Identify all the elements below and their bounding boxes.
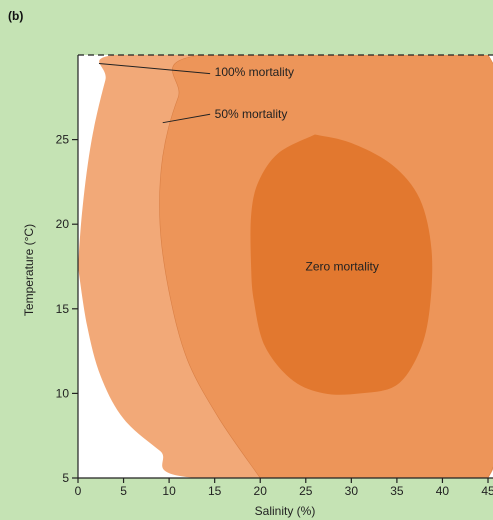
x-tick-label: 5 [120, 484, 127, 498]
annotation-label: Zero mortality [306, 260, 379, 274]
x-tick-label: 0 [75, 484, 82, 498]
y-tick-label: 5 [62, 471, 69, 485]
x-tick-label: 20 [254, 484, 268, 498]
annotation-label: 50% mortality [215, 107, 288, 121]
y-tick-label: 10 [56, 386, 70, 400]
y-tick-label: 20 [56, 217, 70, 231]
annotation-leader-line [162, 113, 211, 124]
y-tick-label: 15 [56, 302, 70, 316]
x-tick-label: 45 [481, 484, 493, 498]
region-zero-mortality [250, 134, 433, 395]
panel-label: (b) [8, 9, 23, 23]
annotation-label: 100% mortality [215, 65, 294, 79]
annotation-leader-line [98, 62, 211, 75]
x-tick-label: 30 [345, 484, 359, 498]
annotations: 100% mortality 50% mortality Zero mortalit… [98, 62, 379, 274]
x-axis-label: Salinity (%) [255, 504, 316, 518]
y-tick-label: 25 [56, 133, 70, 147]
x-tick-label: 15 [208, 484, 222, 498]
y-axis-label: Temperature (°C) [22, 224, 36, 316]
x-tick-label: 40 [436, 484, 450, 498]
x-tick-label: 35 [390, 484, 404, 498]
x-tick-label: 10 [162, 484, 176, 498]
plot-area [78, 55, 493, 478]
x-tick-label: 25 [299, 484, 313, 498]
